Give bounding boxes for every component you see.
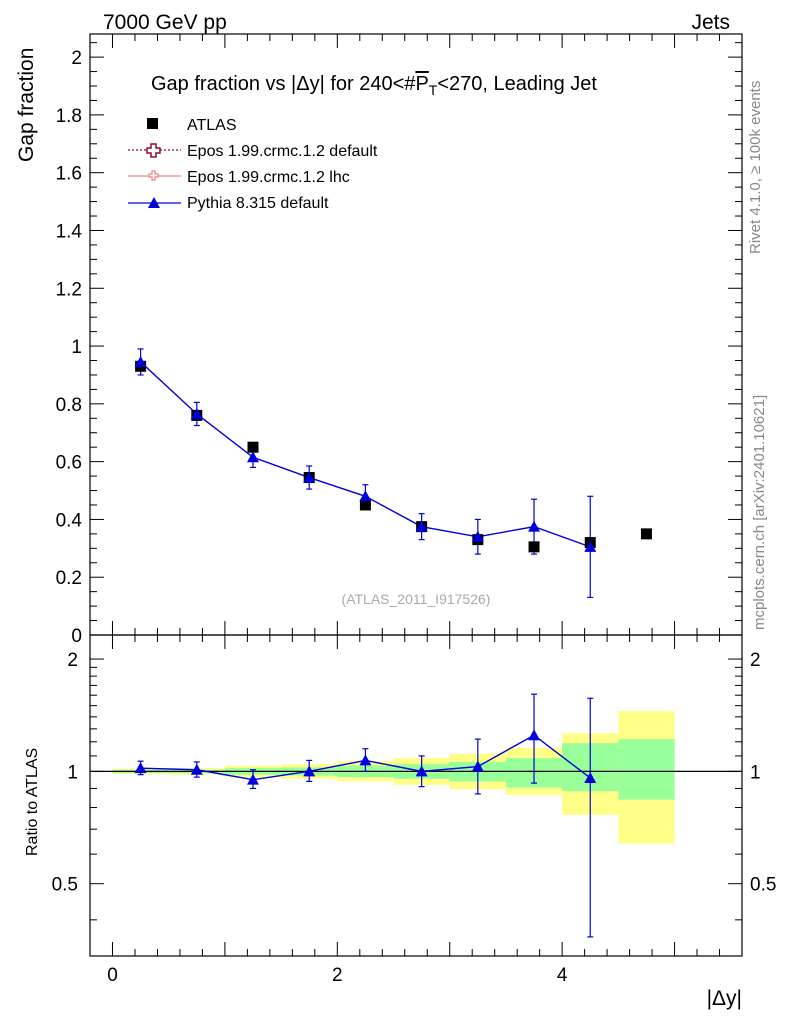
main-y-ticks: 0 0.2 0.4 0.6 0.8 1 1.2 1.4 1.6 1.8 2 <box>56 42 742 647</box>
ratio-y-tick-label-right: 1 <box>750 762 761 783</box>
ratio-y-tick-label-right: 0.5 <box>750 875 776 896</box>
ratio-y-ticks: 0.5 0.5 1 1 2 2 <box>52 650 776 921</box>
atlas-data-point <box>528 541 540 553</box>
legend-epos-lhc-marker <box>128 170 181 181</box>
ratio-frame <box>89 634 743 957</box>
main-y-axis-label: Gap fraction <box>15 48 38 162</box>
ratio-data-layer <box>134 693 597 938</box>
main-panel: 0 0.2 0.4 0.6 0.8 1 1.2 1.4 1.6 1.8 2 Gap fraction… <box>15 33 743 647</box>
x-tick-label: 4 <box>557 965 568 986</box>
legend-epos-default-label: Epos 1.99.crmc.1.2 default <box>187 143 378 160</box>
x-tick-label: 2 <box>332 965 343 986</box>
main-y-tick-label: 0.8 <box>56 395 82 416</box>
header-energy-label: 7000 GeV pp <box>103 11 227 34</box>
legend-epos-lhc-cross <box>148 170 159 181</box>
mcplots-label: mcplots.cern.ch [arXiv:2401.10621] <box>751 395 768 630</box>
legend-epos-default-cross <box>146 143 161 158</box>
pythia-series-line <box>140 361 591 548</box>
legend-atlas-marker <box>147 118 158 129</box>
ratio-y-axis-label: Ratio to ATLAS <box>24 748 41 856</box>
pythia-data-point <box>415 520 428 532</box>
main-y-tick-label: 1.8 <box>56 106 82 127</box>
main-y-tick-label: 1.6 <box>56 164 82 185</box>
main-x-ticks <box>111 34 721 635</box>
ratio-y-tick-label-right: 2 <box>750 650 761 671</box>
ratio-x-ticks: 0 2 4 <box>107 635 721 986</box>
legend-pythia-triangle <box>148 197 160 208</box>
ratio-panel: 0.5 0.5 1 1 2 2 0 2 4 Ratio to ATLAS |Δy| <box>24 634 776 1010</box>
ratio-inner-band <box>618 739 675 800</box>
main-y-tick-label: 0 <box>71 626 82 647</box>
ratio-pythia-point <box>190 763 203 775</box>
title-text-post: <270, Leading Jet <box>437 73 597 95</box>
legend-atlas-label: ATLAS <box>187 117 237 134</box>
ratio-y-tick-label: 0.5 <box>52 875 78 896</box>
header-jets-label: Jets <box>691 11 730 34</box>
pythia-data-point <box>247 451 259 463</box>
legend-pythia-label: Pythia 8.315 default <box>187 195 329 212</box>
pythia-data-point <box>134 355 147 367</box>
title-text-pre: Gap fraction vs |Δy| for 240<# <box>151 73 416 95</box>
legend-pythia-marker <box>128 197 181 208</box>
main-y-tick-label: 1.4 <box>56 221 83 242</box>
analysis-watermark: (ATLAS_2011_I917526) <box>342 591 491 607</box>
main-y-tick-label: 1.2 <box>56 279 82 300</box>
pythia-data-point <box>584 540 597 552</box>
pythia-data-point <box>471 530 484 542</box>
ratio-pythia-point <box>247 773 259 785</box>
atlas-data-point <box>359 499 371 511</box>
pythia-data-point <box>190 407 203 419</box>
ratio-pythia-point <box>303 765 316 777</box>
ratio-y-tick-label: 1 <box>67 762 78 783</box>
ratio-pythia-point <box>359 754 372 766</box>
ratio-pythia-point <box>584 771 597 783</box>
legend: ATLAS Epos 1.99.crmc.1.2 default Epos 1.… <box>128 117 378 212</box>
ratio-y-tick-label: 2 <box>67 650 78 671</box>
pythia-data-point <box>528 520 541 532</box>
main-y-tick-label: 2 <box>71 48 82 69</box>
title-p-symbol: P <box>415 73 428 95</box>
atlas-data-point <box>640 528 652 540</box>
ratio-pythia-point <box>134 762 147 774</box>
title-t-subscript: T <box>429 82 438 98</box>
main-y-tick-label: 0.6 <box>56 453 82 474</box>
legend-epos-lhc-label: Epos 1.99.crmc.1.2 lhc <box>187 169 350 186</box>
main-y-tick-label: 0.2 <box>56 568 82 589</box>
main-y-tick-label: 1 <box>71 337 82 358</box>
rivet-version-label: Rivet 4.1.0, ≥ 100k events <box>747 81 764 254</box>
x-axis-label: |Δy| <box>707 987 742 1010</box>
main-y-tick-label: 0.4 <box>56 510 83 531</box>
ratio-pythia-point <box>415 765 428 777</box>
pythia-data-point <box>359 490 372 502</box>
pythia-data-point <box>303 471 316 483</box>
legend-epos-default-marker <box>128 143 181 158</box>
ratio-pythia-point <box>528 729 541 741</box>
main-plot-title: Gap fraction vs |Δy| for 240<#PT<270, Le… <box>151 73 597 98</box>
x-tick-label: 0 <box>107 965 118 986</box>
ratio-pythia-point <box>471 760 484 772</box>
atlas-data-point <box>247 441 259 453</box>
main-data-layer <box>134 348 652 599</box>
